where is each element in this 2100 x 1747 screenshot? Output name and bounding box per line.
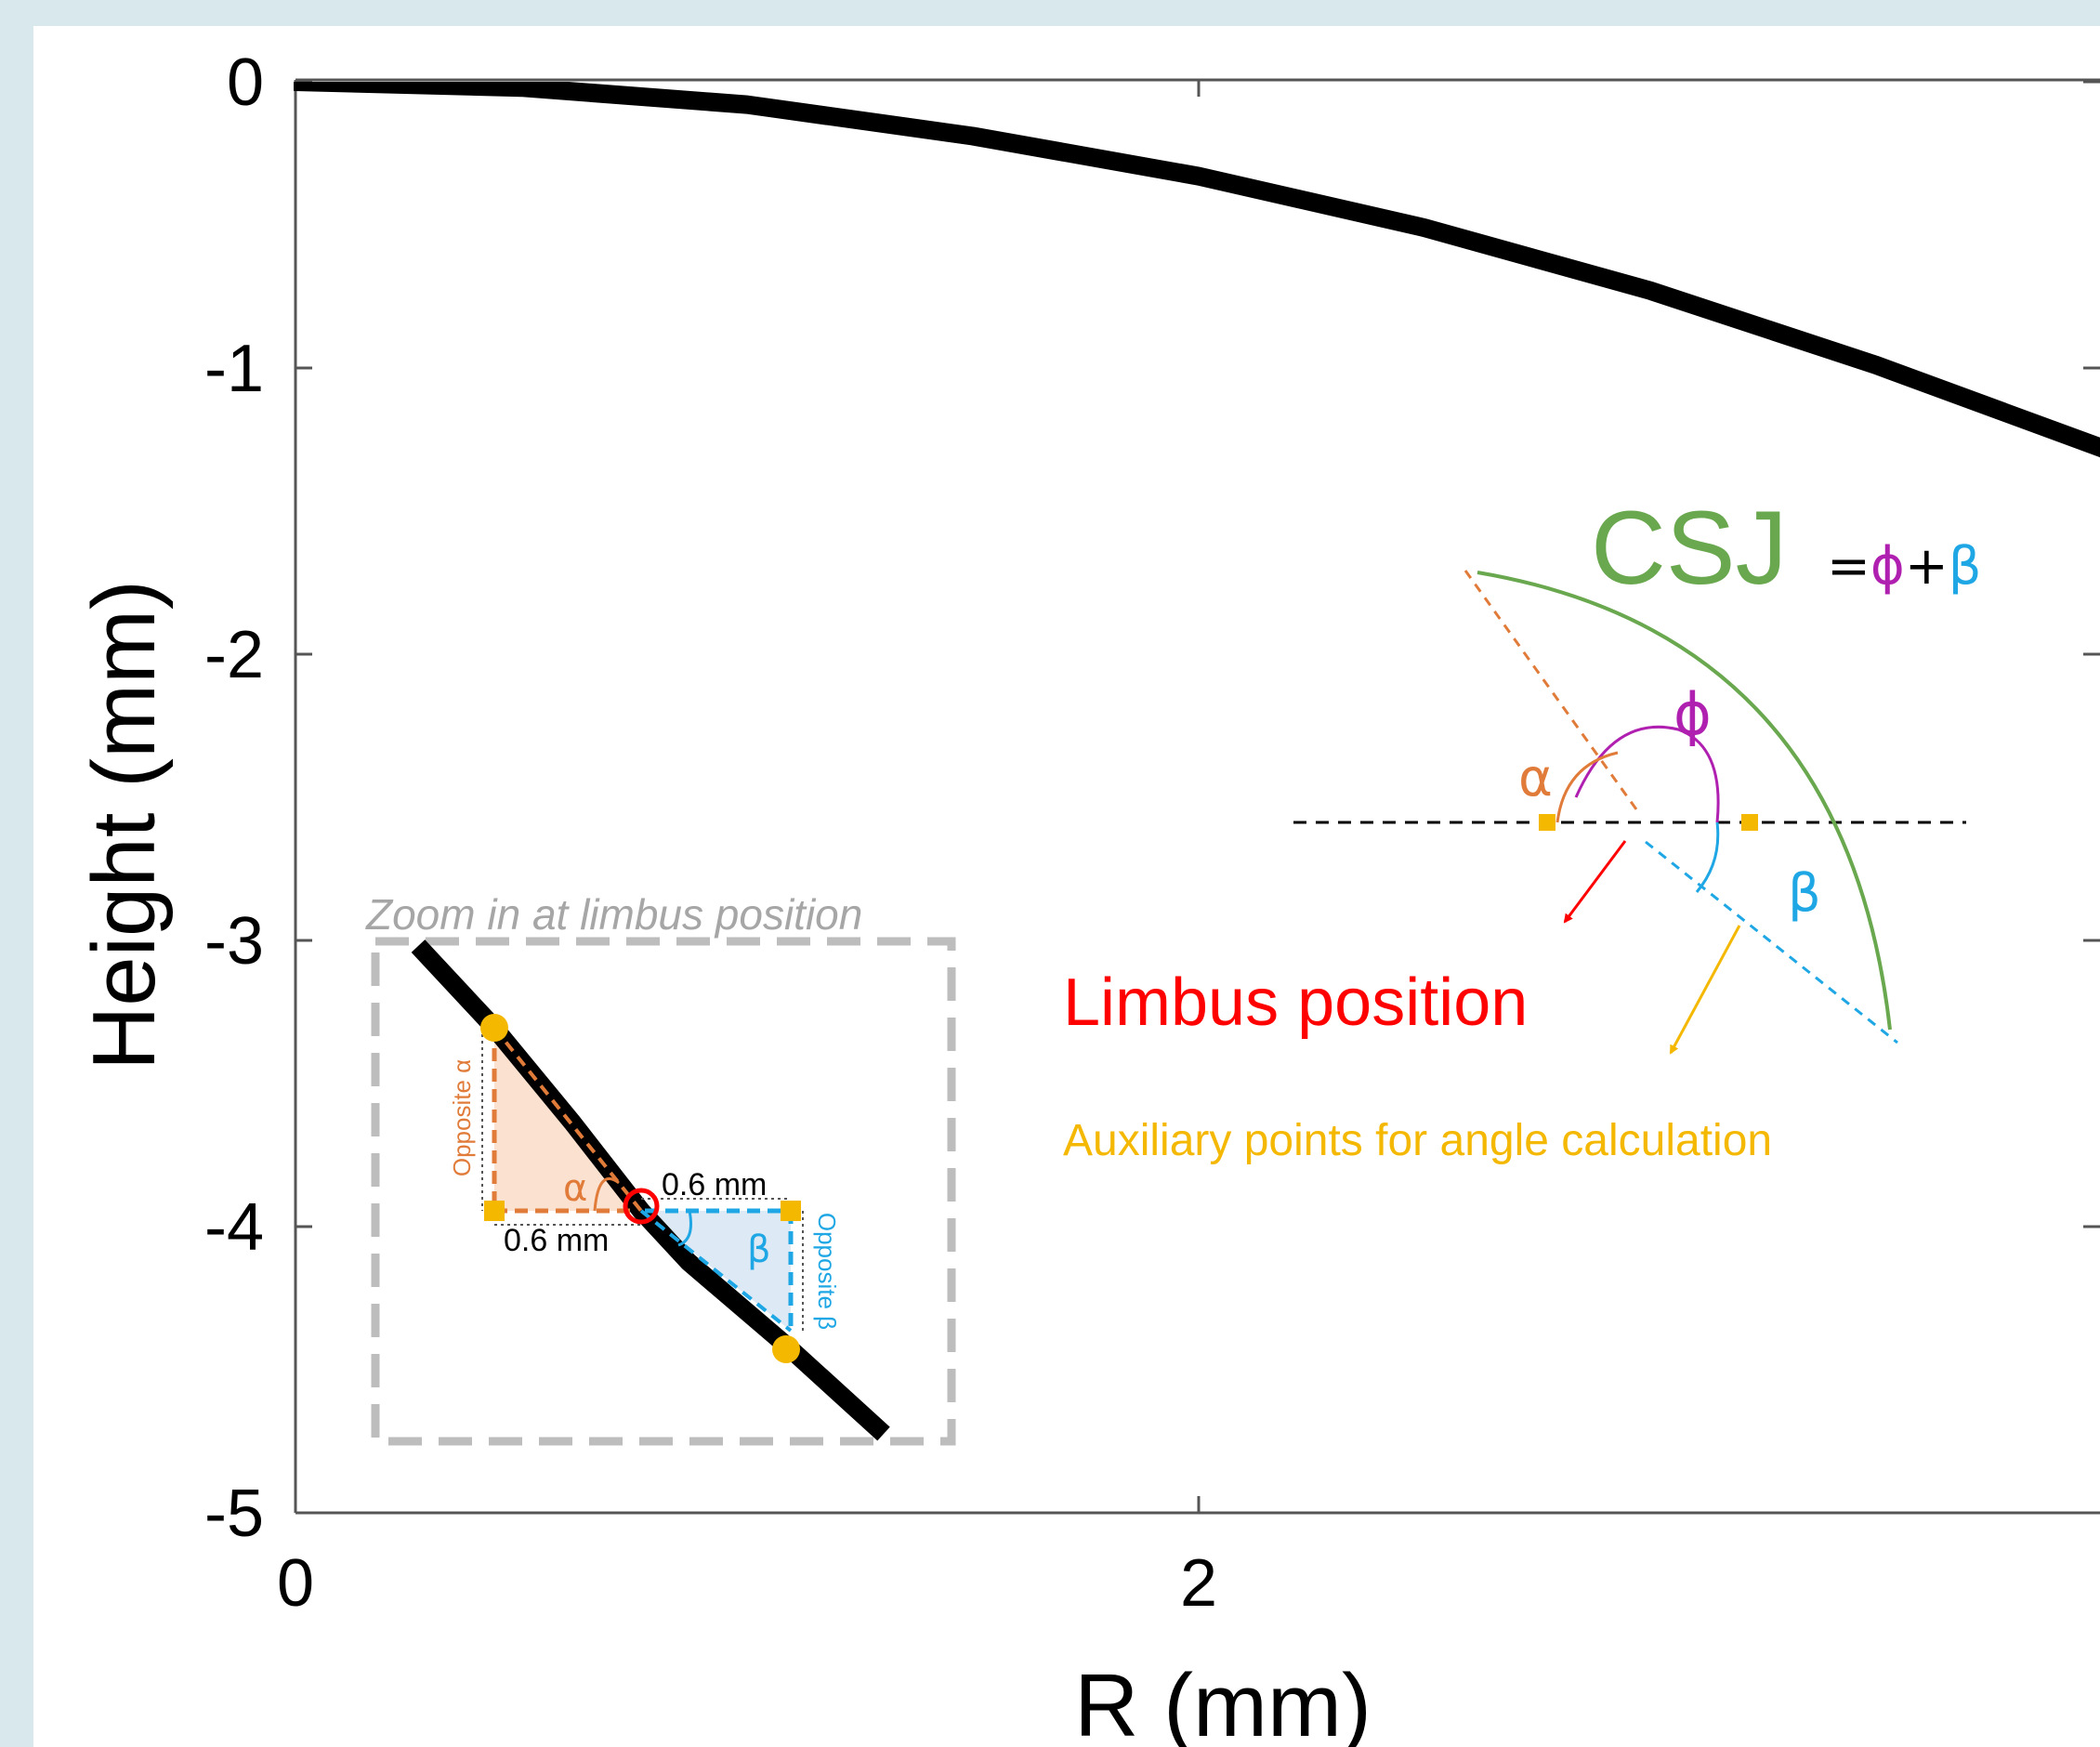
y-tick-label: -1 xyxy=(204,332,264,406)
auxiliary-label: Auxiliary points for angle calculation xyxy=(1063,1116,1772,1165)
csj-title: CSJ xyxy=(1591,490,1788,606)
zoom-limbus-marker xyxy=(623,1188,660,1225)
zoom-dist-top: 0.6 mm xyxy=(662,1167,767,1202)
y-tick-label: -5 xyxy=(204,1477,264,1551)
axes-frame xyxy=(294,78,2100,1515)
limbus-arrow xyxy=(1563,840,1627,924)
zoom-alpha-label: α xyxy=(563,1167,587,1210)
y-tick-label: -3 xyxy=(204,904,264,979)
chart-panel: 0 2 0 -1 -2 -3 -4 -5 R (mm) Height (mm) CSJ =ϕ+… xyxy=(33,26,2100,1747)
csj-formula-beta: β xyxy=(1949,536,1982,597)
beta-tangent-dashed xyxy=(1645,840,1898,1044)
y-axis-label: Height (mm) xyxy=(74,580,174,1071)
csj-arc xyxy=(1477,571,1892,1031)
zoom-opposite-beta: Opposite β xyxy=(813,1213,841,1330)
zoom-dist-bottom: 0.6 mm xyxy=(504,1223,609,1258)
phi-label: ϕ xyxy=(1673,680,1712,748)
zoom-alpha-arc xyxy=(593,1177,620,1212)
csj-formula: =ϕ+β xyxy=(1827,536,1982,597)
limbus-label: Limbus position xyxy=(1063,965,1528,1040)
zoom-beta-hyp xyxy=(639,1209,793,1333)
alpha-arc xyxy=(1555,751,1619,823)
csj-formula-eq: = xyxy=(1827,536,1870,597)
zoom-beta-label: β xyxy=(747,1228,771,1271)
zoom-beta-arc xyxy=(677,1210,692,1247)
zoom-box xyxy=(371,937,956,1446)
y-tick-label: -2 xyxy=(204,618,264,692)
auxiliary-arrow xyxy=(1669,925,1741,1055)
x-tick-label: 2 xyxy=(1180,1546,1217,1621)
zoom-beta-square xyxy=(781,1201,801,1221)
limbus-annotations: CSJ =ϕ+β ϕ α β Limbus position Auxiliary… xyxy=(1063,490,1982,1165)
alpha-aux-square xyxy=(1539,814,1555,831)
zoom-inset: Zoom in at limbus position Opposite α Op… xyxy=(365,890,956,1446)
zoom-title: Zoom in at limbus position xyxy=(365,890,862,939)
csj-formula-phi: ϕ xyxy=(1870,536,1905,597)
y-tick-label: 0 xyxy=(227,46,264,120)
series-line xyxy=(294,82,2100,458)
csj-formula-plus: + xyxy=(1905,536,1949,597)
zoom-opposite-alpha: Opposite α xyxy=(448,1059,476,1176)
limbus-profile-chart: 0 20-1-2-3-4-5 R (mm) Height (mm) CSJ =ϕ+… xyxy=(74,46,2100,1747)
beta-aux-square xyxy=(1741,814,1758,831)
x-axis-label: R (mm) xyxy=(1074,1656,1372,1747)
zoom-aux-point xyxy=(480,1014,508,1042)
x-tick-label: 0 xyxy=(277,1546,314,1621)
y-tick-label: -4 xyxy=(204,1190,264,1265)
zoom-alpha-square xyxy=(484,1201,505,1221)
ticks xyxy=(294,80,2100,1515)
tick-labels: 0 2 0 -1 -2 -3 -4 -5 xyxy=(204,46,1217,1621)
beta-arc xyxy=(1695,821,1720,893)
alpha-label: α xyxy=(1518,748,1553,808)
phi-arc xyxy=(1574,725,1720,823)
zoom-aux-point xyxy=(772,1335,800,1363)
beta-label: β xyxy=(1788,863,1821,924)
